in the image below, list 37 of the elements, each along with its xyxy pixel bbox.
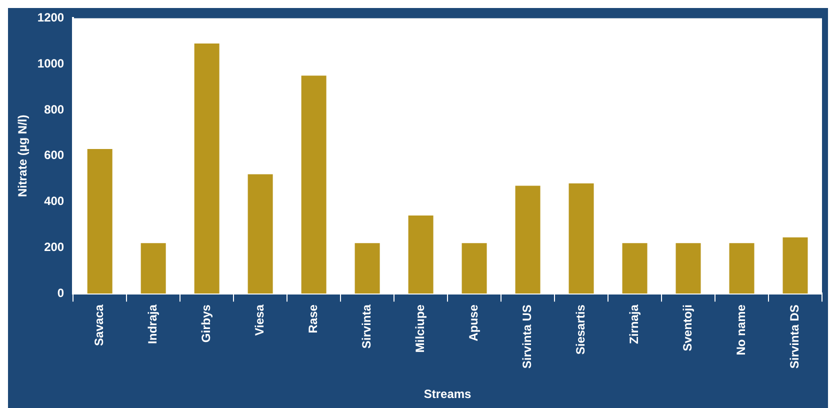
y-tick-label: 400 [44,194,64,208]
y-tick-label: 600 [44,148,64,162]
bar [301,76,326,294]
bar [408,216,434,294]
bar [248,174,273,294]
x-tick-label: Zirnaja [627,304,642,344]
bar [782,237,808,294]
y-tick-label: 200 [44,240,64,254]
x-tick-label: Rase [306,304,320,334]
x-tick-label: Viesa [252,304,267,336]
bar [140,243,166,294]
y-tick-label: 800 [44,102,64,116]
bar [462,243,487,294]
x-tick-label: Savaca [92,304,106,346]
bar [87,149,112,294]
x-tick-label: Siesartis [574,304,588,355]
bar [354,243,380,294]
y-tick-label: 1000 [37,56,64,70]
x-axis-title: Streams [424,387,472,402]
x-tick-label: Sirvinta US [520,304,534,369]
x-tick-label: Milciupe [413,304,428,353]
bar [515,186,540,294]
bar [568,183,594,294]
bar [622,243,648,294]
x-tick-label: Indraja [146,304,160,344]
y-axis-title: Nitrate (µg N/l) [16,114,30,198]
x-tick-label: No name [734,304,748,356]
bar [729,243,754,294]
bar [676,243,701,294]
x-tick-label: Sventoji [680,304,695,352]
x-tick-label: Sirvinta DS [788,304,802,369]
bar [194,43,220,294]
y-tick-label: 0 [57,286,64,300]
x-tick-label: Girbys [199,304,214,343]
x-tick-label: Apuse [466,304,481,342]
x-tick-label: Sirvinta [360,304,374,349]
y-tick-label: 1200 [37,10,64,25]
